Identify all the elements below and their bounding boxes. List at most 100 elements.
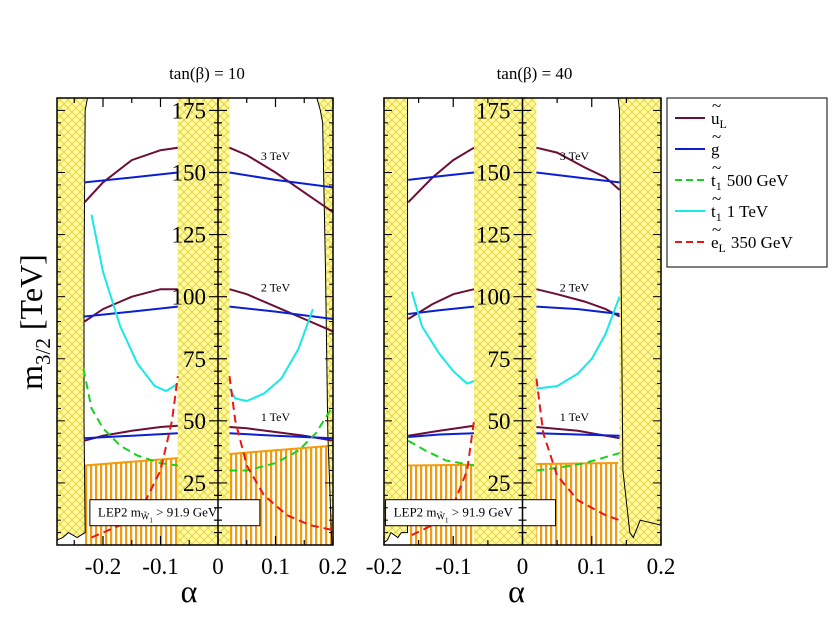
- legend-subscript: L: [719, 241, 726, 255]
- x-tick-label: -0.2: [366, 554, 402, 579]
- legend-label: eL 350 GeV: [711, 233, 793, 255]
- y-tick-label: 175: [476, 98, 511, 123]
- series-line: [408, 171, 475, 181]
- series-line: [408, 432, 475, 438]
- series-line: [228, 375, 333, 532]
- legend-tilde: ~: [712, 96, 721, 115]
- y-tick-label: 50: [183, 409, 206, 434]
- panel-title: tan(β) = 40: [497, 64, 573, 83]
- lep-text-sub: W̃: [437, 512, 446, 522]
- lep-box-text: LEP2 mW̃1 > 91.9 GeV: [394, 505, 514, 525]
- legend-symbol: t: [711, 202, 716, 221]
- legend-label: g: [711, 140, 720, 159]
- y-axis-label-unit: [TeV]: [13, 254, 49, 338]
- series-line: [410, 291, 475, 385]
- y-tick-label: 150: [476, 161, 511, 186]
- series-line: [229, 146, 333, 214]
- y-axis-label-sub: 3/2: [31, 338, 55, 365]
- lep-text-sub: W̃: [141, 512, 150, 522]
- legend-label: uL: [711, 109, 727, 131]
- series-line: [536, 296, 621, 390]
- legend-label: t1 1 TeV: [711, 202, 769, 224]
- legend-text: 500 GeV: [727, 171, 790, 190]
- legend-symbol: t: [711, 171, 716, 190]
- y-tick-label: 100: [172, 285, 207, 310]
- series-line: [536, 171, 620, 184]
- legend-symbol: g: [711, 140, 720, 159]
- legend-symbol: e: [711, 233, 719, 252]
- series-line: [91, 375, 179, 539]
- x-tick-label: 0: [517, 554, 529, 579]
- series-line: [84, 288, 178, 323]
- lep-text-subsub: 1: [149, 517, 153, 525]
- x-axis-label: α: [181, 573, 198, 609]
- y-tick-label: 75: [488, 347, 511, 372]
- plot-area: 3 TeV 2 TeV 1 TeV LEP2 mW̃1 > 91.9 GeV: [384, 98, 661, 545]
- lep-text-subsub: 1: [445, 517, 449, 525]
- series-line: [407, 439, 475, 467]
- legend-tilde: ~: [712, 220, 721, 239]
- x-tick-label: 0.1: [577, 554, 606, 579]
- contour-label: 3 TeV: [261, 149, 291, 163]
- orange-region-boundary: [229, 444, 333, 455]
- series-line: [228, 308, 314, 403]
- y-tick-label: 50: [488, 409, 511, 434]
- series-line: [229, 171, 333, 189]
- x-tick-label: -0.2: [85, 554, 121, 579]
- y-tick-label: 25: [488, 471, 511, 496]
- panel-title: tan(β) = 10: [169, 64, 245, 83]
- legend-tilde: ~: [712, 127, 721, 146]
- panel-tanbeta-40: 3 TeV 2 TeV 1 TeV LEP2 mW̃1 > 91.9 GeV 25 50 7…: [366, 64, 676, 609]
- legend-subscript: 1: [716, 210, 722, 224]
- series-line: [82, 368, 178, 467]
- x-tick-label: 0.2: [647, 554, 676, 579]
- series-line: [536, 288, 620, 318]
- series-line: [90, 214, 179, 393]
- series-line: [229, 288, 333, 333]
- y-tick-label: 150: [172, 161, 207, 186]
- x-tick-label: 0.1: [261, 554, 290, 579]
- y-axis-label-main: m: [13, 365, 49, 390]
- series-line: [411, 420, 475, 537]
- excluded-left-region: [384, 98, 409, 545]
- series-line: [83, 146, 178, 203]
- legend-subscript: 1: [716, 179, 722, 193]
- series-line: [536, 305, 620, 315]
- y-tick-label: 25: [183, 471, 206, 496]
- contour-label: 3 TeV: [560, 149, 590, 163]
- y-tick-label: 75: [183, 347, 206, 372]
- lep-text-rest: > 91.9 GeV: [449, 505, 514, 520]
- series-line: [408, 424, 475, 437]
- y-tick-label: 125: [172, 223, 207, 248]
- series-line: [84, 305, 178, 318]
- legend-tilde: ~: [712, 158, 721, 177]
- x-tick-label: -0.1: [435, 554, 471, 579]
- y-axis-label: m3/2 [TeV]: [13, 254, 55, 390]
- legend-text: 1 TeV: [727, 202, 769, 221]
- lep-box: [89, 499, 261, 527]
- contour-label: 1 TeV: [560, 410, 590, 424]
- series-line: [407, 146, 475, 203]
- lep-box-text: LEP2 mW̃1 > 91.9 GeV: [98, 505, 218, 525]
- lep-text-main: LEP2 m: [98, 505, 141, 520]
- contour-label: 2 TeV: [261, 281, 291, 295]
- series-line: [84, 432, 178, 440]
- lep-text-rest: > 91.9 GeV: [153, 505, 218, 520]
- series-line: [229, 405, 333, 472]
- orange-region-boundary: [408, 463, 475, 467]
- contour-label: 1 TeV: [261, 410, 291, 424]
- series-line: [229, 305, 333, 320]
- legend-text: 350 GeV: [731, 233, 794, 252]
- legend-symbol: u: [711, 109, 720, 128]
- series-line: [229, 432, 333, 440]
- orange-region-boundary: [84, 457, 178, 467]
- x-tick-label: 0.2: [319, 554, 348, 579]
- y-tick-label: 100: [476, 285, 511, 310]
- contour-label: 2 TeV: [560, 281, 590, 295]
- excluded-right-region: [616, 98, 661, 539]
- series-line: [535, 378, 620, 522]
- legend-label: t1 500 GeV: [711, 171, 789, 193]
- x-tick-label: -0.1: [142, 554, 178, 579]
- legend: uL~g~t1 500 GeV~t1 1 TeV~eL 350 GeV~: [666, 96, 828, 268]
